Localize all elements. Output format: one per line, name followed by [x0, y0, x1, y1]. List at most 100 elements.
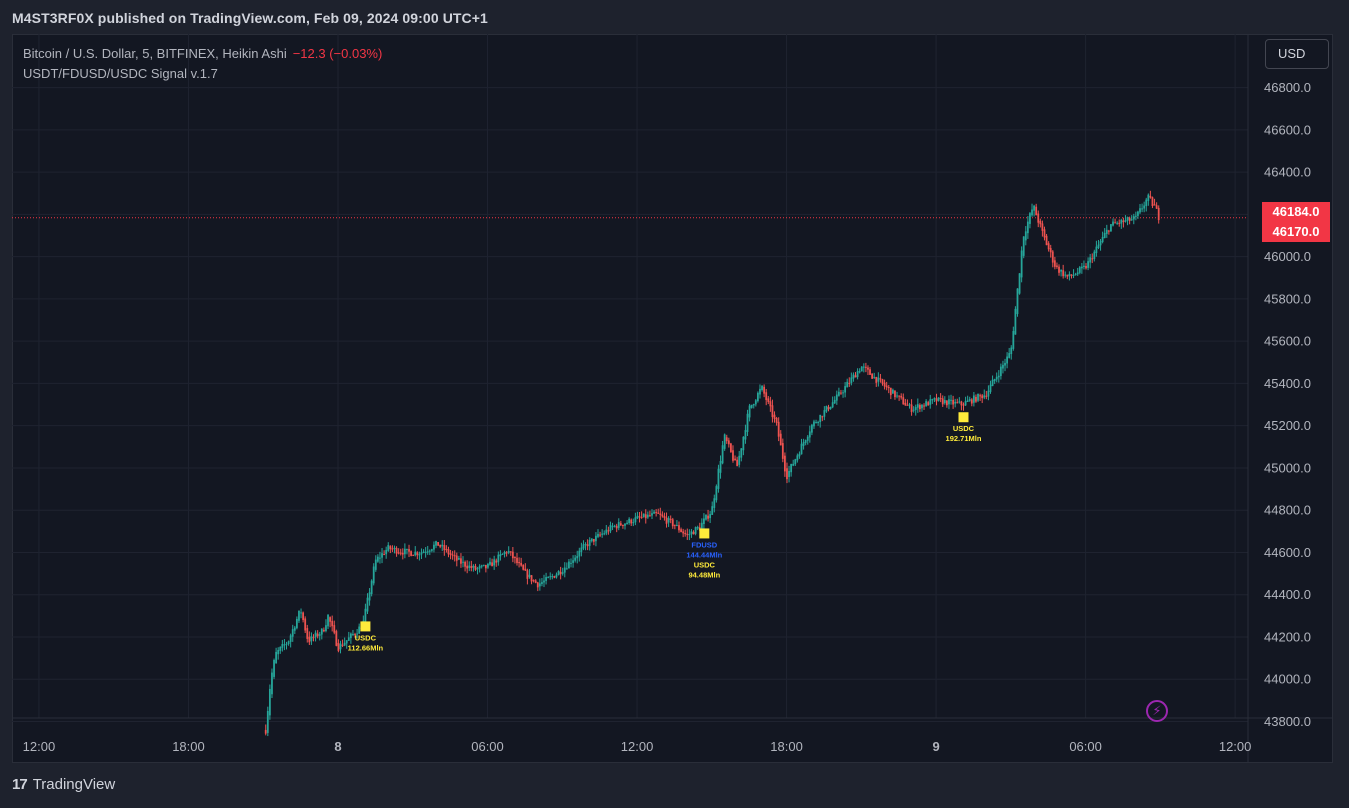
candle-body	[779, 433, 782, 446]
candle-body	[574, 557, 577, 561]
candle-body	[310, 636, 313, 642]
price-tick-label: 46400.0	[1264, 165, 1311, 180]
candle-body	[1095, 246, 1098, 254]
candle-body	[312, 637, 315, 639]
candle-body	[916, 404, 919, 408]
candle-body	[831, 402, 834, 408]
time-tick-label: 12:00	[621, 739, 654, 754]
candle-body	[700, 522, 703, 529]
candle-body	[393, 547, 396, 549]
candle-body	[435, 541, 437, 546]
candle-series	[264, 190, 1160, 737]
candle-body	[597, 533, 599, 537]
candle-body	[979, 395, 982, 397]
candle-body	[462, 561, 464, 563]
candle-body	[1008, 353, 1011, 358]
price-axis: 43800.0 44000.0 44200.0 44400.0 44600.0 44800…	[1264, 80, 1311, 729]
time-tick-label: 06:00	[1069, 739, 1102, 754]
candle-body	[457, 558, 460, 560]
candle-body	[653, 511, 655, 514]
candle-body	[536, 582, 539, 588]
candle-body	[1020, 250, 1023, 278]
candle-body	[1039, 220, 1042, 225]
candle-body	[879, 378, 882, 380]
candle-body	[671, 519, 674, 527]
candle-body	[1091, 258, 1094, 260]
candle-body	[665, 517, 668, 524]
candle-body	[345, 640, 348, 644]
candle-body	[727, 440, 730, 445]
candle-body	[713, 498, 716, 508]
candle-body	[264, 729, 267, 734]
footer-brand[interactable]: 17 TradingView	[12, 776, 115, 793]
candle-body	[476, 568, 479, 570]
candle-body	[1145, 199, 1148, 207]
chart-frame	[12, 34, 1333, 763]
candle-body	[858, 371, 861, 373]
candle-body	[950, 399, 952, 401]
candle-body	[372, 566, 375, 584]
candle-body	[1130, 219, 1133, 221]
candle-body	[835, 394, 838, 401]
candle-body	[663, 516, 666, 518]
candle-body	[717, 468, 720, 489]
candle-body	[455, 555, 458, 561]
candle-body	[316, 633, 319, 637]
time-tick-label: 18:00	[770, 739, 803, 754]
candle-body	[559, 571, 562, 575]
candle-body	[877, 377, 880, 382]
candle-body	[638, 516, 641, 518]
candle-body	[921, 404, 923, 409]
candle-body	[1110, 224, 1112, 232]
indicator-title[interactable]: USDT/FDUSD/USDC Signal v.1.7	[23, 66, 218, 81]
signal-markers: USDC112.66MlnFDUSD144.44MlnUSDC94.48MlnU…	[348, 412, 982, 652]
candle-body	[437, 542, 439, 546]
candle-body	[1070, 274, 1073, 276]
candle-body	[516, 557, 518, 564]
signal-marker-square	[958, 412, 969, 423]
price-tick-label: 44600.0	[1264, 545, 1311, 560]
candle-body	[416, 552, 419, 556]
candle-body	[902, 397, 905, 405]
candle-body	[474, 566, 477, 570]
candle-body	[983, 395, 986, 398]
candle-body	[1014, 308, 1017, 335]
candle-body	[293, 627, 296, 631]
candle-body	[840, 392, 842, 394]
signal-label: USDC	[953, 424, 975, 433]
candle-body	[347, 637, 350, 641]
candle-body	[1137, 211, 1139, 216]
candle-body	[1120, 219, 1123, 224]
price-tick-label: 45800.0	[1264, 291, 1311, 306]
currency-button[interactable]: USD	[1265, 39, 1329, 69]
candle-body	[732, 450, 734, 461]
price-chart[interactable]: USDC112.66MlnFDUSD144.44MlnUSDC94.48MlnU…	[12, 34, 1333, 763]
candle-body	[306, 628, 309, 639]
candle-body	[285, 643, 288, 645]
candle-body	[397, 552, 400, 554]
candle-body	[524, 568, 527, 571]
candle-body	[738, 455, 741, 465]
candle-body	[721, 445, 724, 464]
candle-body	[854, 375, 857, 378]
time-tick-label: 8	[334, 739, 341, 754]
candle-body	[565, 568, 568, 570]
candle-body	[611, 526, 614, 528]
candle-body	[792, 463, 795, 466]
candle-body	[1080, 266, 1083, 269]
candle-body	[449, 553, 452, 555]
candle-body	[364, 608, 367, 623]
candle-body	[578, 550, 581, 557]
candle-body	[962, 404, 965, 406]
candle-body	[1029, 213, 1031, 224]
candle-body	[1124, 220, 1127, 222]
candle-body	[325, 625, 327, 632]
lightning-icon[interactable]: ⚡	[1146, 700, 1168, 722]
candle-body	[424, 551, 427, 553]
signal-label: USDC	[694, 560, 716, 569]
time-tick-label: 12:00	[1219, 739, 1252, 754]
candle-body	[590, 538, 593, 542]
symbol-title[interactable]: Bitcoin / U.S. Dollar, 5, BITFINEX, Heik…	[23, 46, 287, 61]
candle-body	[875, 377, 878, 383]
candle-body	[975, 396, 977, 402]
